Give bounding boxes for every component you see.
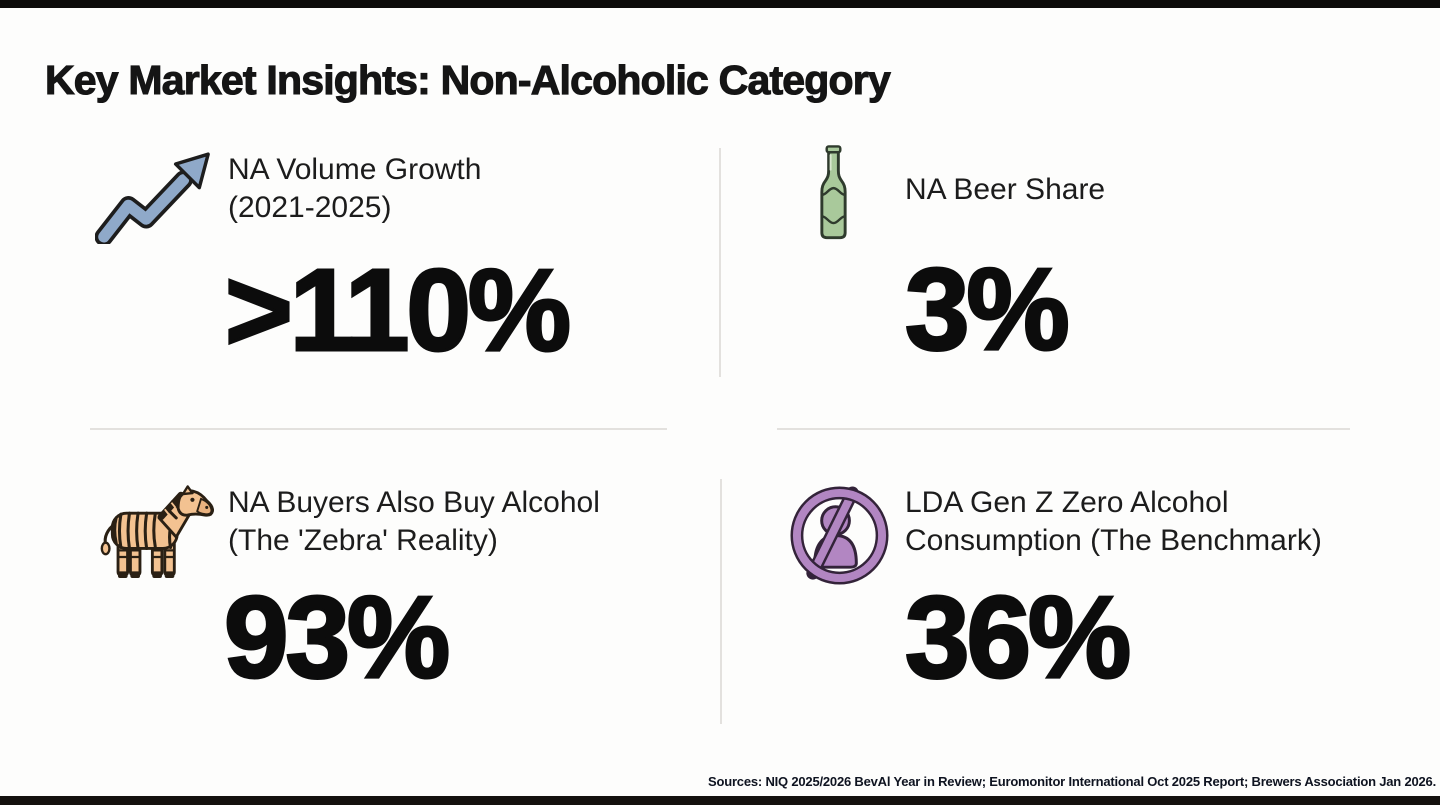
metric-label-line2: Consumption (The Benchmark) <box>905 524 1322 557</box>
divider-horizontal-left <box>90 428 667 430</box>
page-title: Key Market Insights: Non-Alcoholic Categ… <box>44 57 891 104</box>
metric-label: LDA Gen Z Zero Alcohol Consumption (The … <box>905 484 1322 560</box>
metric-label-line1: NA Volume Growth <box>228 153 482 186</box>
divider-horizontal-right <box>777 428 1350 430</box>
metric-na-volume-growth: NA Volume Growth (2021-2025) >110% <box>94 145 715 395</box>
bottom-letterbox-bar <box>0 796 1440 805</box>
metric-label: NA Beer Share <box>905 171 1105 209</box>
metric-na-buyers-also-buy-alcohol: NA Buyers Also Buy Alcohol (The 'Zebra' … <box>98 482 718 722</box>
metric-lda-gen-z-zero-alcohol: LDA Gen Z Zero Alcohol Consumption (The … <box>790 482 1410 722</box>
metric-label-line1: NA Buyers Also Buy Alcohol <box>228 486 600 519</box>
metric-label-line1: NA Beer Share <box>905 173 1106 206</box>
beer-bottle-icon <box>817 143 850 248</box>
metric-value: 36% <box>903 572 1132 702</box>
metric-label: NA Volume Growth (2021-2025) <box>228 151 481 227</box>
no-person-icon <box>790 484 889 592</box>
metric-label-line2: (The 'Zebra' Reality) <box>228 524 498 557</box>
source-note: Sources: NIQ 2025/2026 BevAl Year in Rev… <box>708 774 1436 789</box>
metric-label: NA Buyers Also Buy Alcohol (The 'Zebra' … <box>228 484 600 560</box>
zebra-icon <box>98 485 222 594</box>
trend-up-arrow-icon <box>94 149 217 249</box>
metric-value: 93% <box>222 572 451 702</box>
top-letterbox-bar <box>0 0 1440 8</box>
metric-na-beer-share: NA Beer Share 3% <box>817 143 1377 393</box>
divider-vertical-bottom <box>720 479 722 724</box>
metric-value: >110% <box>223 245 572 375</box>
metric-value: 3% <box>904 244 1072 374</box>
divider-vertical-top <box>719 148 721 377</box>
metric-label-line1: LDA Gen Z Zero Alcohol <box>905 486 1229 519</box>
metric-label-line2: (2021-2025) <box>228 191 392 224</box>
